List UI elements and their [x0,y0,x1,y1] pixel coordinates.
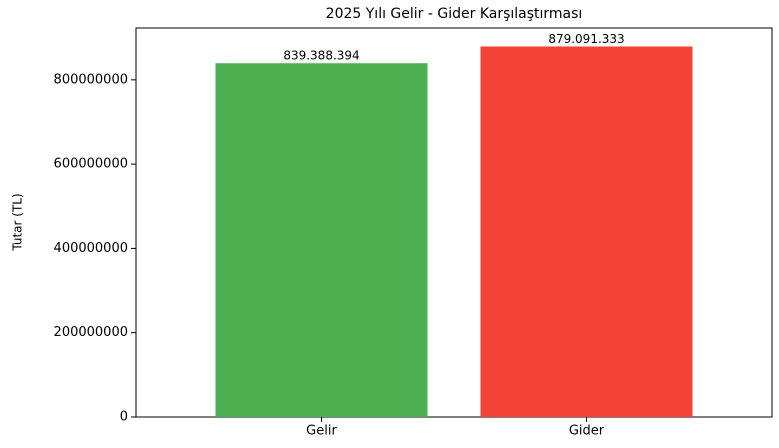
y-tick-label: 0 [120,410,128,425]
x-tick-label: Gelir [306,424,337,439]
value-label: 839.388.394 [283,49,359,63]
value-label: 879.091.333 [548,32,624,46]
y-tick-label: 200000000 [54,325,128,340]
bar [480,46,693,418]
y-axis-label: Tutar (TL) [11,193,25,251]
y-tick-label: 400000000 [54,241,128,256]
plot-frame [135,27,773,418]
y-tick-label: 800000000 [54,72,128,87]
chart-title: 2025 Yılı Gelir - Gider Karşılaştırması [326,6,583,22]
bar [215,63,428,418]
x-tick-label: Gider [569,424,605,439]
y-tick-label: 600000000 [54,157,128,172]
